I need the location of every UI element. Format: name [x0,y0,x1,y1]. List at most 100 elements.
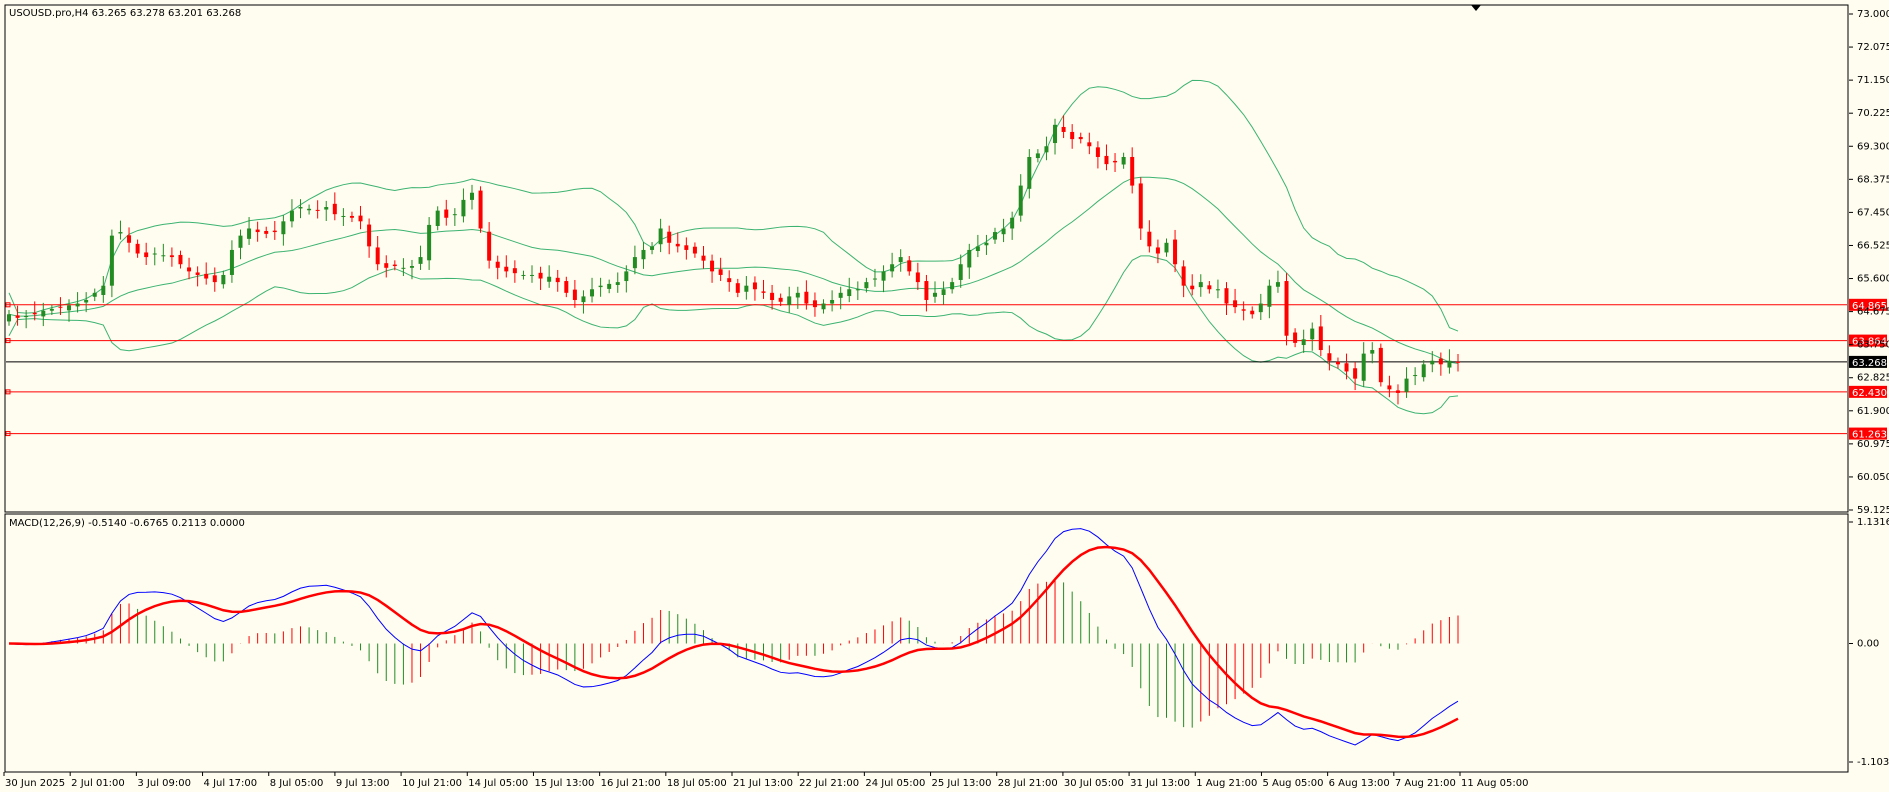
candle-body [92,292,97,297]
price-tick-label: 60.975 [1857,439,1889,450]
bb-middle [8,176,1459,364]
price-tick-label: 73.000 [1857,9,1889,20]
macd-info-label: MACD(12,26,9) -0.5140 -0.6765 0.2113 0.0… [9,518,245,529]
price-pane-frame [4,4,1849,513]
candle-body [495,261,500,268]
time-tick-label: 25 Jul 13:00 [932,778,992,789]
time-tick-label: 8 Jul 05:00 [270,778,324,789]
candle-body [272,230,277,233]
candle-body [487,231,492,261]
candle-body [1293,332,1298,343]
candle-body [341,215,346,217]
candle-body [367,224,372,247]
macd-axis: 1.1316 0.00 -1.1034 [1849,517,1889,768]
candle-body [598,285,603,288]
candle-body [512,268,517,274]
candle-body [958,264,963,280]
candle-body [778,297,783,302]
horizontal-levels[interactable]: 64.865 63.864 62.430 61.263 63.268 [5,298,1887,441]
candle-body [255,229,260,233]
candle-body [135,243,140,254]
time-tick-label: 6 Aug 13:00 [1329,778,1390,789]
candles [7,115,1460,405]
candle-body [1284,281,1289,336]
time-tick-label: 14 Jul 05:00 [468,778,528,789]
time-tick-label: 30 Jun 2025 [5,778,65,789]
candle-body [993,232,998,240]
time-tick-label: 5 Aug 05:00 [1262,778,1323,789]
candle-body [127,235,132,243]
macd-tick-label: 1.1316 [1857,517,1889,528]
candle-body [101,285,106,295]
candle-body [907,260,912,272]
level-label: 64.865 [1852,301,1887,312]
candle-body [1301,339,1306,346]
macd-main-line [8,528,1459,746]
candle-body [872,278,877,280]
candle-body [1335,361,1340,365]
candle-body [75,303,80,307]
candle-body [384,263,389,268]
candle-body [1395,390,1400,393]
candle-body [804,291,809,304]
time-axis: 30 Jun 2025 2 Jul 01:00 3 Jul 09:00 4 Jul 1… [3,772,1528,789]
candle-body [32,312,37,315]
candle-body [881,271,886,281]
candle-body [941,289,946,295]
level-tag [1849,385,1887,398]
candle-body [1138,183,1143,229]
candle-body [452,214,457,216]
candle-body [435,210,440,226]
candle-body [187,267,192,272]
candle-body [349,215,354,218]
candle-body [684,245,689,250]
candle-body [1447,360,1452,368]
candle-body [1078,136,1083,140]
candle-body [178,254,183,265]
macd-indicator [8,528,1459,746]
level-tag [1849,427,1887,440]
candle-body [641,249,646,260]
candle-body [84,299,89,303]
candle-body [1224,288,1229,304]
level-label: 61.263 [1852,430,1887,441]
candle-body [915,272,920,283]
candle-body [727,278,732,283]
candle-body [864,282,869,289]
candle-body [564,281,569,293]
candle-body [1327,353,1332,361]
candle-body [1018,185,1023,216]
candle-body [1130,156,1135,186]
price-tick-label: 64.675 [1857,307,1889,318]
candle-body [1190,285,1195,290]
price-tick-label: 71.150 [1857,75,1889,86]
candle-body [847,289,852,297]
candle-body [932,292,937,297]
candle-body [418,257,423,264]
candle-body [975,246,980,252]
candle-body [7,314,11,322]
candle-body [812,300,817,308]
candle-body [1095,147,1100,157]
candle-body [118,232,123,234]
candle-body [1344,363,1349,372]
candle-body [315,209,320,211]
candle-body [15,315,20,318]
candle-body [521,274,526,276]
candle-body [24,316,29,318]
macd-tick-label: 0.00 [1857,639,1879,650]
time-tick-label: 11 Aug 05:00 [1461,778,1528,789]
candle-body [247,228,252,239]
candle-body [1001,228,1006,235]
candle-body [950,282,955,290]
chart-shift-marker-icon[interactable] [1471,5,1481,11]
price-tick-label: 65.600 [1857,274,1889,285]
candle-body [890,264,895,272]
candle-body [830,299,835,304]
candle-body [718,269,723,275]
candle-body [735,283,740,293]
candle-body [144,252,149,258]
candle-body [838,292,843,298]
